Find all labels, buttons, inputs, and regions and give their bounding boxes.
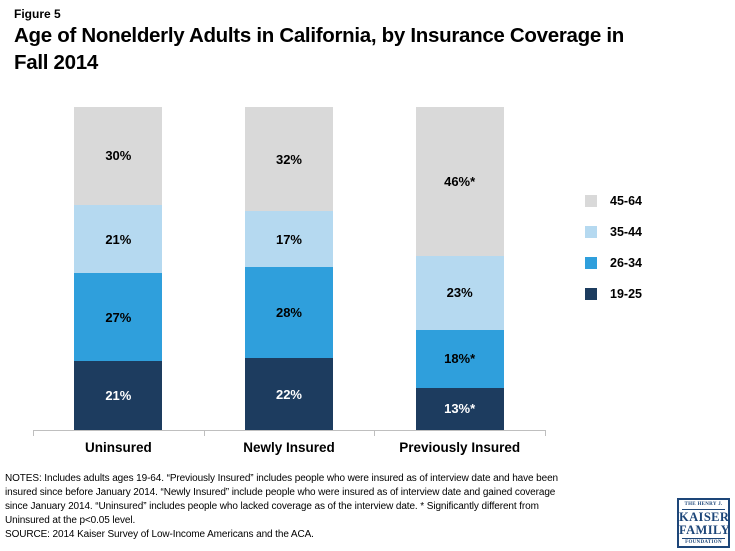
x-axis-label-newly-insured: Newly Insured <box>243 440 335 455</box>
legend-item-35-44: 35-44 <box>585 225 642 239</box>
figure-number: Figure 5 <box>14 7 61 21</box>
kff-logo-top-text: THE HENRY J. <box>684 502 723 507</box>
segment-19-25-newly-insured: 22% <box>244 358 333 430</box>
segment-26-34-newly-insured: 28% <box>244 266 333 359</box>
kff-logo-kaiser-text: KAISER <box>679 510 730 524</box>
page-title-line-1: Age of Nonelderly Adults in California, … <box>14 24 624 47</box>
notes-line: since January 2014. “Uninsured” includes… <box>5 501 539 512</box>
page-title: Age of Nonelderly Adults in California, … <box>14 22 726 76</box>
segment-value-label: 30% <box>105 148 132 164</box>
segment-value-label: 21% <box>105 388 132 404</box>
segment-35-44-uninsured: 21% <box>74 204 163 274</box>
segment-value-label: 17% <box>275 231 302 247</box>
segment-value-label: 28% <box>275 305 302 321</box>
legend-label-26-34: 26-34 <box>610 256 642 270</box>
x-axis-labels: Uninsured Newly Insured Previously Insured <box>33 440 545 455</box>
bar-newly-insured: 32% 17% 28% 22% <box>244 107 333 430</box>
segment-19-25-previously-insured: 13%* <box>415 387 504 430</box>
bar-uninsured: 30% 21% 27% 21% <box>74 107 163 430</box>
legend-item-26-34: 26-34 <box>585 256 642 270</box>
legend-swatch-45-64 <box>585 195 597 207</box>
legend-swatch-35-44 <box>585 226 597 238</box>
legend-item-19-25: 19-25 <box>585 287 642 301</box>
segment-26-34-previously-insured: 18%* <box>415 329 504 388</box>
segment-value-label: 21% <box>105 231 132 247</box>
segment-35-44-previously-insured: 23% <box>415 255 504 330</box>
segment-26-34-uninsured: 27% <box>74 273 163 362</box>
kff-logo-rule-top <box>682 509 725 510</box>
segment-45-64-newly-insured: 32% <box>244 107 333 212</box>
legend-swatch-26-34 <box>585 257 597 269</box>
segment-value-label: 22% <box>275 386 302 402</box>
segment-45-64-previously-insured: 46%* <box>415 107 504 256</box>
segment-45-64-uninsured: 30% <box>74 107 163 205</box>
segment-value-label: 32% <box>275 151 302 167</box>
legend-label-35-44: 35-44 <box>610 225 642 239</box>
notes-line: insured since before January 2014. “Newl… <box>5 487 556 498</box>
kff-logo-bottom-text: FOUNDATION <box>685 540 722 545</box>
plot-area: 30% 21% 27% 21% 32% 17% 28% 22% 46%* 23% 18%* 13%* <box>33 107 545 430</box>
legend-label-19-25: 19-25 <box>610 287 642 301</box>
chart-legend: 45-64 35-44 26-34 19-25 <box>585 194 642 319</box>
legend-label-45-64: 45-64 <box>610 194 642 208</box>
x-axis-line <box>33 430 546 431</box>
page-title-line-2: Fall 2014 <box>14 51 98 74</box>
x-axis-tick <box>545 430 546 436</box>
source-line: SOURCE: 2014 Kaiser Survey of Low-Income… <box>5 529 314 540</box>
x-axis-tick <box>33 430 34 436</box>
x-axis-label-uninsured: Uninsured <box>84 440 152 455</box>
segment-value-label: 18%* <box>444 351 476 367</box>
legend-swatch-19-25 <box>585 288 597 300</box>
notes-line: Uninsured at the p<0.05 level. <box>5 515 136 526</box>
segment-value-label: 46%* <box>444 173 476 189</box>
segment-value-label: 23% <box>446 285 473 301</box>
notes-line: NOTES: Includes adults ages 19-64. “Prev… <box>5 473 559 484</box>
kff-logo: THE HENRY J. KAISER FAMILY FOUNDATION <box>677 498 730 548</box>
segment-value-label: 27% <box>105 309 132 325</box>
x-axis-tick <box>374 430 376 436</box>
legend-item-45-64: 45-64 <box>585 194 642 208</box>
segment-35-44-newly-insured: 17% <box>244 211 333 267</box>
x-axis-label-previously-insured: Previously Insured <box>399 440 521 455</box>
segment-19-25-uninsured: 21% <box>74 361 163 430</box>
notes-block: NOTES: Includes adults ages 19-64. “Prev… <box>5 472 677 542</box>
x-axis-tick <box>203 430 205 436</box>
kff-logo-family-text: FAMILY <box>679 523 731 537</box>
bar-previously-insured: 46%* 23% 18%* 13%* <box>415 107 504 430</box>
segment-value-label: 13%* <box>444 401 476 417</box>
kff-logo-rule-bottom <box>682 538 725 539</box>
